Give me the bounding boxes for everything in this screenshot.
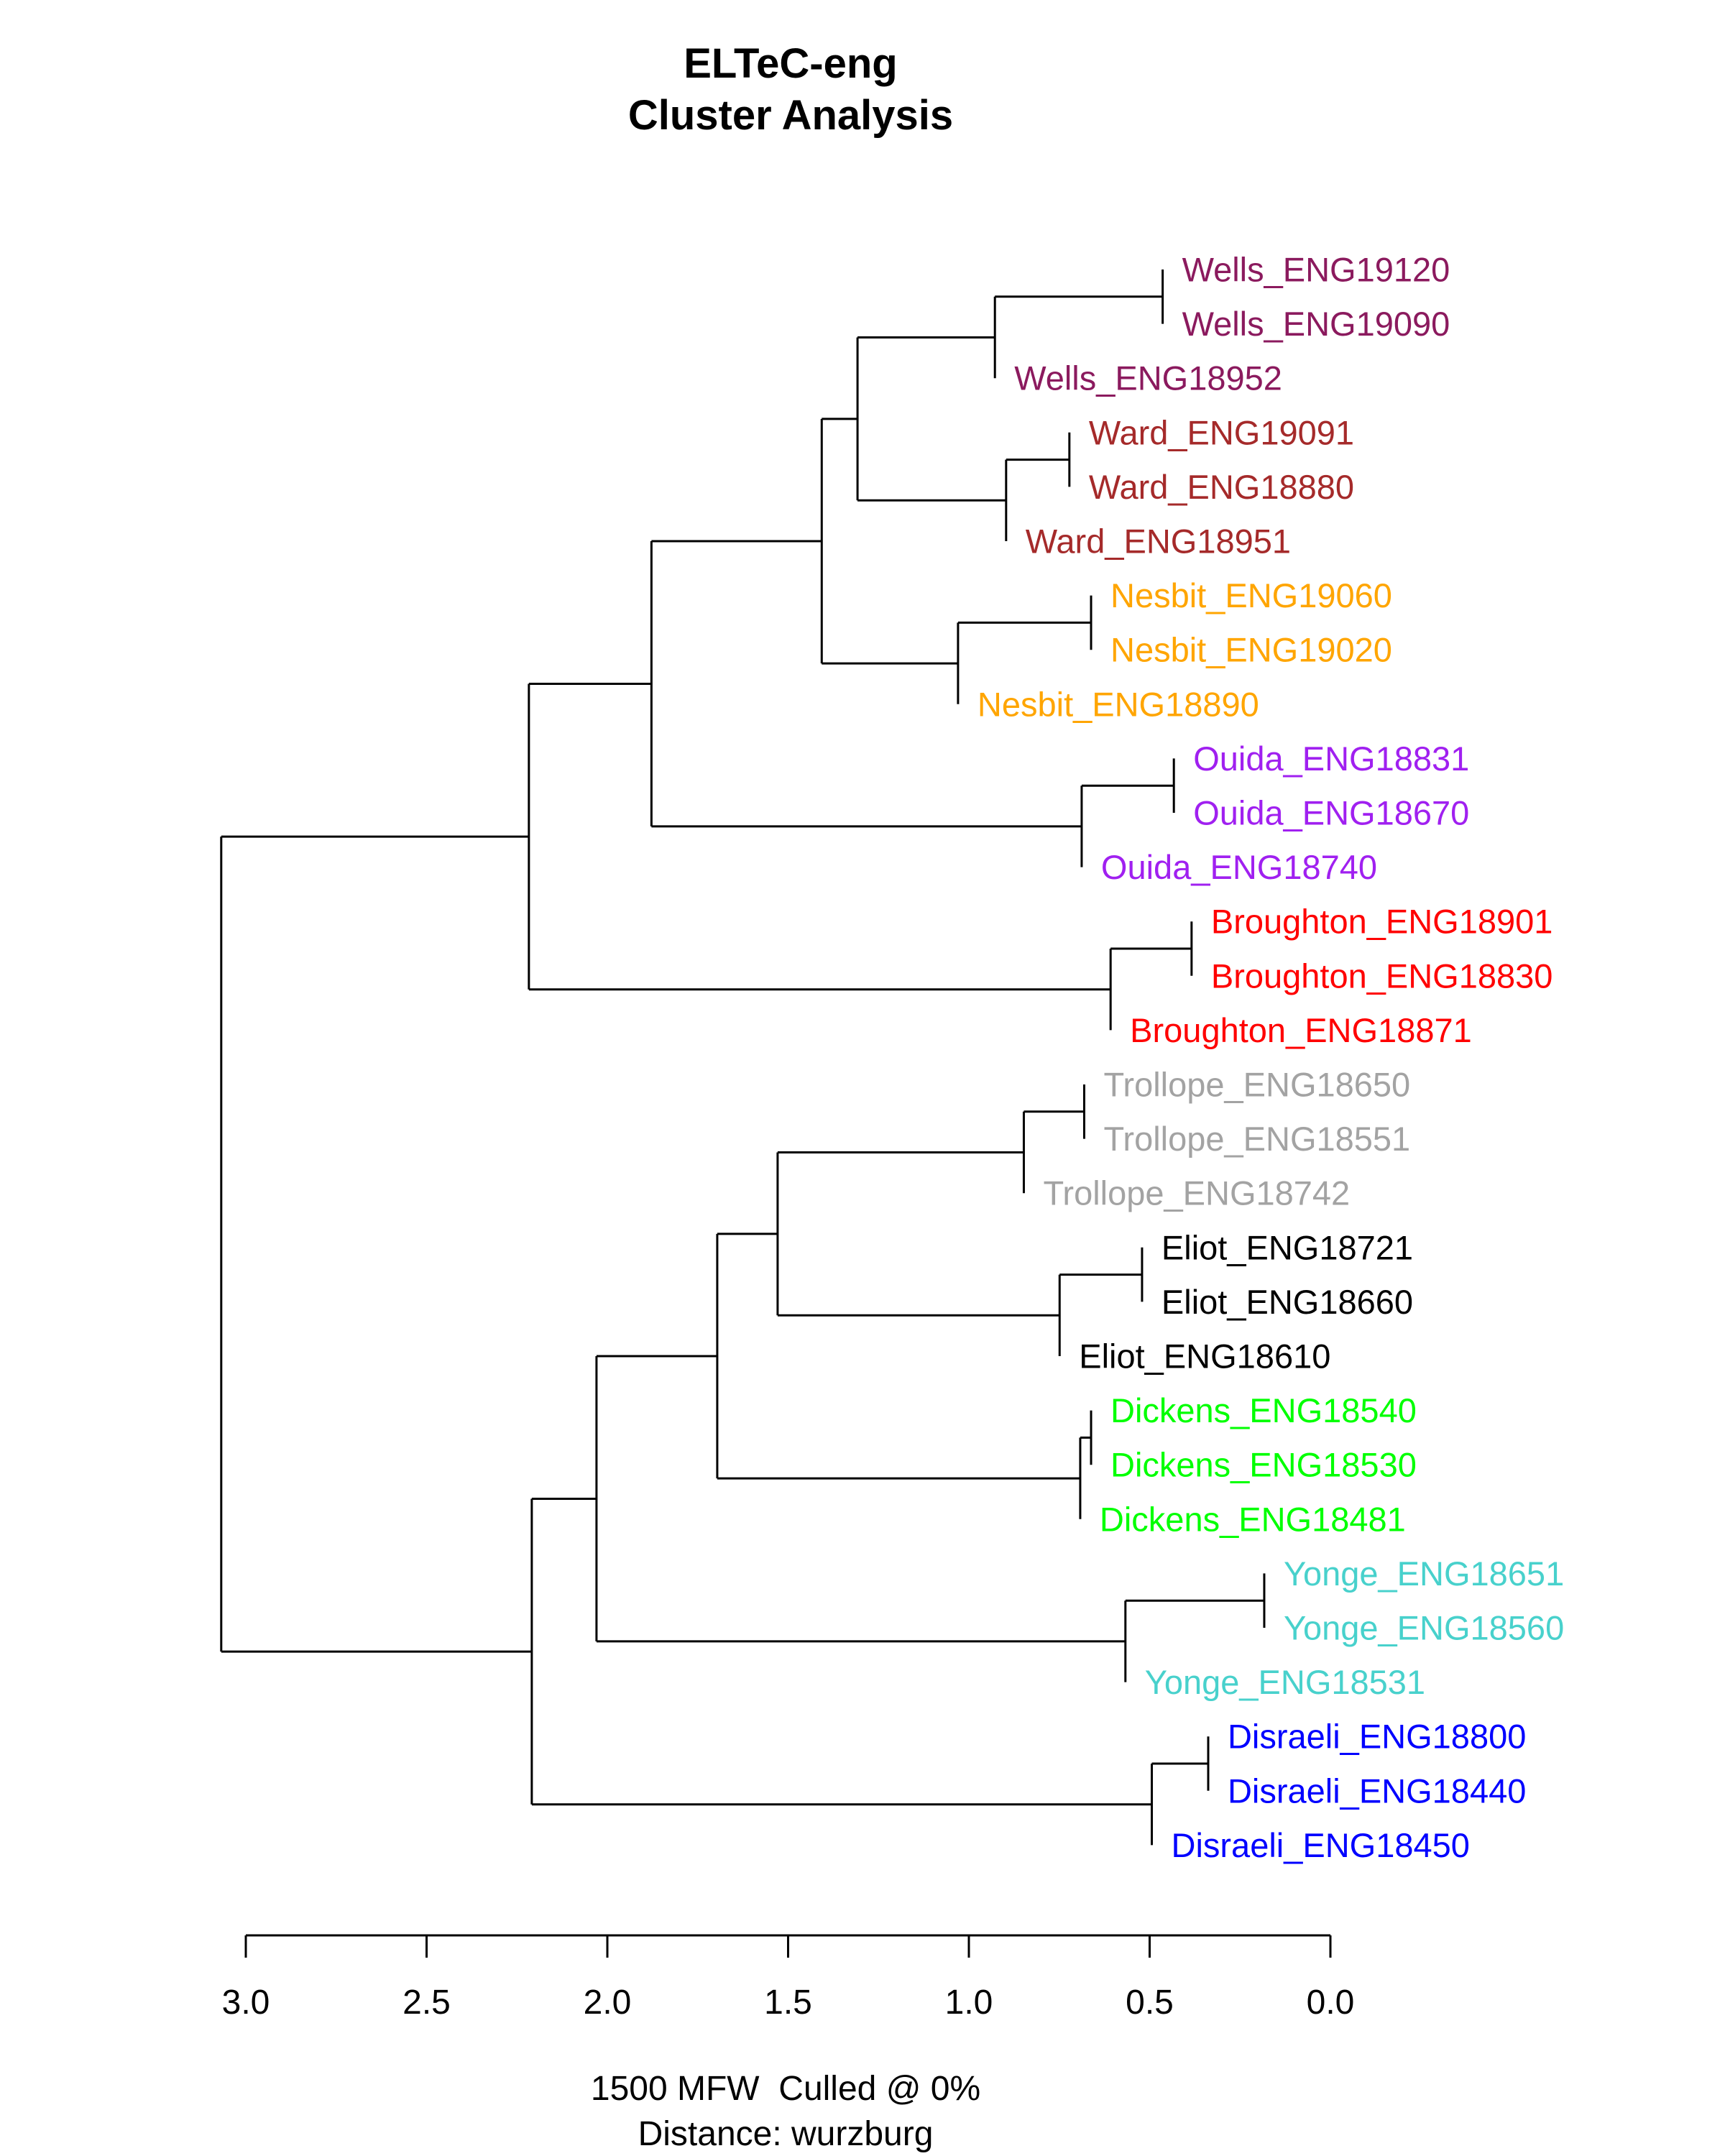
leaf-label: Eliot_ENG18721: [1162, 1228, 1413, 1266]
leaf-label: Yonge_ENG18560: [1284, 1609, 1564, 1647]
leaf-label: Dickens_ENG18481: [1100, 1500, 1406, 1538]
dendrogram-branches: [220, 270, 1266, 1846]
leaf-label: Disraeli_ENG18440: [1228, 1772, 1526, 1810]
leaf-label: Yonge_ENG18651: [1284, 1554, 1564, 1593]
leaf-label: Broughton_ENG18871: [1130, 1011, 1472, 1049]
leaf-label: Wells_ENG19090: [1182, 305, 1450, 343]
x-axis: 3.0 2.5 2.0 1.5 1.0 0.5 0.0: [222, 1934, 1355, 2022]
leaf-label: Ouida_ENG18740: [1101, 848, 1377, 886]
leaf-label: Nesbit_ENG19020: [1110, 631, 1392, 669]
leaf-label: Disraeli_ENG18800: [1228, 1718, 1526, 1756]
axis-tick-label: 2.5: [402, 1984, 451, 2022]
leaf-label: Wells_ENG18952: [1014, 359, 1282, 397]
axis-tick-label: 0.5: [1126, 1984, 1174, 2022]
subtitle-mfw: 1500 MFW Culled @ 0%: [591, 2070, 980, 2108]
leaf-label: Dickens_ENG18530: [1110, 1446, 1417, 1484]
leaf-label: Eliot_ENG18610: [1079, 1337, 1330, 1376]
leaf-label: Ward_ENG18880: [1089, 468, 1354, 506]
leaf-labels: Wells_ENG19120 Wells_ENG19090 Wells_ENG189…: [978, 251, 1564, 1864]
leaf-label: Trollope_ENG18742: [1043, 1174, 1350, 1212]
leaf-label: Ouida_ENG18670: [1193, 794, 1469, 832]
leaf-label: Ouida_ENG18831: [1193, 740, 1469, 778]
leaf-label: Nesbit_ENG18890: [978, 685, 1259, 723]
axis-tick-label: 1.5: [764, 1984, 812, 2022]
leaf-label: Yonge_ENG18531: [1145, 1663, 1425, 1701]
chart-title-line-1: ELTeC-eng: [684, 40, 898, 87]
leaf-label: Broughton_ENG18830: [1211, 957, 1553, 995]
leaf-label: Trollope_ENG18650: [1103, 1066, 1410, 1104]
axis-tick-label: 2.0: [584, 1984, 632, 2022]
axis-tick-label: 0.0: [1307, 1984, 1355, 2022]
leaf-label: Ward_ENG18951: [1026, 522, 1291, 561]
leaf-label: Eliot_ENG18660: [1162, 1283, 1413, 1321]
leaf-label: Disraeli_ENG18450: [1172, 1826, 1470, 1864]
leaf-label: Nesbit_ENG19060: [1110, 576, 1392, 614]
leaf-label: Wells_ENG19120: [1182, 251, 1450, 289]
axis-tick-label: 3.0: [222, 1984, 270, 2022]
subtitle-distance: Distance: wurzburg: [638, 2115, 934, 2153]
chart-title-line-2: Cluster Analysis: [628, 92, 953, 139]
leaf-label: Dickens_ENG18540: [1110, 1391, 1417, 1429]
axis-tick-label: 1.0: [945, 1984, 993, 2022]
leaf-label: Broughton_ENG18901: [1211, 903, 1553, 941]
leaf-label: Trollope_ENG18551: [1103, 1120, 1410, 1158]
leaf-label: Ward_ENG19091: [1089, 413, 1354, 451]
